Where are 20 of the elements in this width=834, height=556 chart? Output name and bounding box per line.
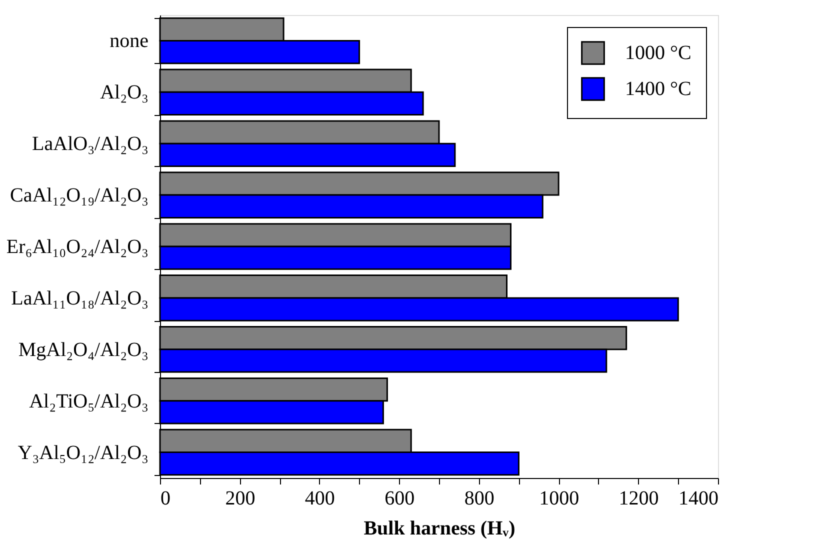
y-tick-label: Er₆Al₁₀O₂₄/Al₂O₃ (6, 236, 148, 258)
x-tick-label: 800 (464, 488, 494, 510)
y-tick-label: Al₂TiO₅/Al₂O₃ (29, 390, 148, 412)
y-tick-label: Al₂O₃ (100, 82, 148, 104)
x-axis-title: Bulk harness (Hᵥ) (364, 518, 516, 540)
x-tick-label: 600 (384, 488, 415, 510)
x-tick-label: 1400 (678, 488, 718, 510)
y-tick-label: MgAl₂O₄/Al₂O₃ (18, 338, 148, 361)
legend-label: 1400 °C (625, 78, 692, 100)
y-tick-label: CaAl₁₂O₁₉/Al₂O₃ (10, 184, 148, 207)
y-tick-label: none (110, 30, 149, 52)
legend-label: 1000 °C (625, 42, 692, 64)
x-tick-label: 200 (225, 488, 256, 510)
x-tick-label: 400 (304, 488, 335, 510)
y-tick-label: LaAlO₃/Al₂O₃ (32, 133, 148, 156)
x-tick-label: 0 (160, 488, 170, 510)
x-tick-label: 1000 (539, 488, 580, 510)
x-tick-label: 1200 (618, 488, 659, 510)
y-tick-label: Y₃Al₅O₁₂/Al₂O₃ (18, 442, 148, 464)
y-tick-label: LaAl₁₁O₁₈/Al₂O₃ (11, 287, 148, 310)
